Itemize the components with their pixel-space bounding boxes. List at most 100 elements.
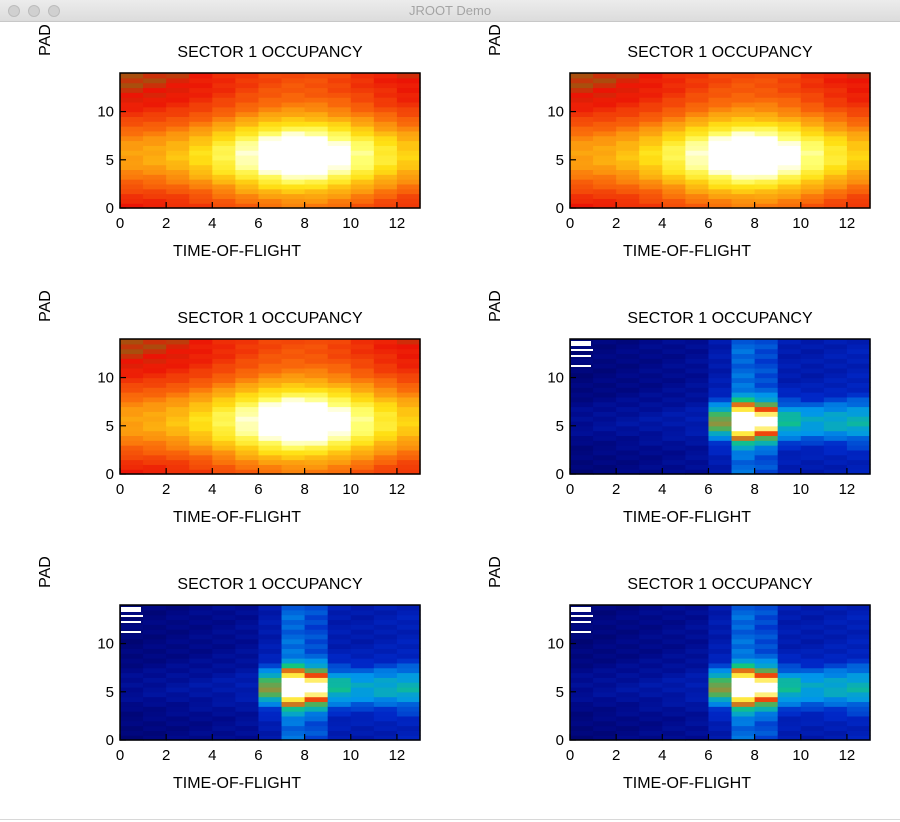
heatmap-cell: [120, 367, 144, 374]
heatmap-cell: [120, 411, 144, 417]
heatmap-cell: [800, 459, 825, 465]
heatmap-cell: [731, 116, 756, 122]
heatmap-cell: [754, 382, 779, 388]
heatmap-cell: [396, 696, 421, 703]
heatmap-cell: [823, 339, 848, 345]
heatmap-cell: [708, 677, 733, 683]
heatmap-cell: [189, 169, 213, 175]
heatmap-cell: [616, 420, 640, 427]
heatmap-cell: [396, 411, 421, 417]
heatmap-cell: [166, 648, 190, 654]
heatmap-cell: [731, 730, 756, 736]
heatmap-cell: [846, 203, 871, 209]
heatmap-cell: [304, 130, 329, 137]
heatmap-cell: [639, 706, 663, 712]
heatmap-cell: [754, 614, 779, 621]
heatmap-cell: [593, 730, 617, 736]
heatmap-cell: [570, 135, 594, 142]
heatmap-cell: [616, 406, 640, 412]
heatmap-cell: [235, 609, 260, 616]
heatmap-cell: [327, 614, 352, 621]
heatmap-cell: [777, 367, 802, 374]
heatmap-cell: [754, 454, 779, 461]
heatmap-cell: [258, 658, 283, 664]
heatmap-cell: [777, 183, 802, 190]
heatmap-cell: [212, 401, 236, 408]
heatmap-cell: [258, 367, 283, 374]
heatmap-cell: [593, 92, 617, 98]
heatmap-cell: [639, 140, 663, 146]
heatmap-cell: [120, 648, 144, 654]
heatmap-cell: [708, 130, 733, 137]
chart-title: SECTOR 1 OCCUPANCY: [177, 576, 363, 593]
heatmap-cell: [731, 401, 756, 408]
heatmap-cell: [166, 372, 190, 379]
heatmap-cell: [754, 711, 779, 717]
heatmap-cell: [777, 121, 802, 127]
heatmap-cell: [120, 203, 144, 209]
y-axis-label: PAD: [487, 290, 504, 322]
heatmap-cell: [396, 87, 421, 93]
heatmap-cell: [639, 619, 663, 625]
minimize-window-button[interactable]: [28, 5, 40, 17]
heatmap-cell: [731, 454, 756, 461]
heatmap-cell: [616, 416, 640, 422]
heatmap-cell: [235, 469, 260, 475]
heatmap-cell: [846, 82, 871, 89]
heatmap-cell: [212, 720, 236, 727]
heatmap-cell: [731, 372, 756, 379]
close-window-button[interactable]: [8, 5, 20, 17]
heatmap-cell: [143, 686, 167, 693]
heatmap-cell: [777, 130, 802, 137]
heatmap-cell: [120, 145, 144, 151]
heatmap-cell: [593, 609, 617, 616]
heatmap-cell: [846, 387, 871, 393]
heatmap-cell: [846, 198, 871, 204]
heatmap-cell: [639, 696, 663, 703]
heatmap-cell: [662, 464, 686, 470]
heatmap-cell: [304, 633, 329, 640]
heatmap-cell: [662, 725, 686, 731]
heatmap-cell: [823, 121, 848, 127]
heatmap-cell: [235, 720, 260, 727]
heatmap-cell: [800, 382, 825, 388]
heatmap-cell: [189, 358, 213, 364]
heatmap-cell: [235, 387, 260, 393]
heatmap-cell: [662, 720, 686, 727]
heatmap-cell: [846, 662, 871, 669]
heatmap-cell: [800, 101, 825, 108]
heatmap-cell: [823, 159, 848, 166]
heatmap-cell: [685, 715, 710, 722]
heatmap-cell: [708, 183, 733, 190]
heatmap-cell: [800, 193, 825, 199]
heatmap-cell: [777, 348, 802, 355]
heatmap-cell: [258, 711, 283, 717]
heatmap-cell: [304, 696, 329, 703]
heatmap-cell: [777, 358, 802, 364]
heatmap-cell: [823, 677, 848, 683]
heatmap-cell: [570, 92, 594, 98]
heatmap-cell: [373, 711, 398, 717]
zoom-window-button[interactable]: [48, 5, 60, 17]
heatmap-cell: [304, 77, 329, 84]
heatmap-cell: [258, 154, 283, 161]
heatmap-cell: [800, 445, 825, 451]
heatmap-cell: [662, 658, 686, 664]
heatmap-cell: [708, 609, 733, 616]
heatmap-cell: [823, 392, 848, 398]
heatmap-cell: [212, 87, 236, 93]
heatmap-cell: [281, 706, 306, 712]
heatmap-cell: [166, 353, 190, 359]
heatmap-cell: [327, 653, 352, 659]
heatmap-cell: [304, 392, 329, 398]
heatmap-cell: [823, 77, 848, 84]
heatmap-cell: [212, 159, 236, 166]
heatmap-cell: [777, 435, 802, 441]
empty-bin-mark: [571, 341, 591, 345]
heatmap-cell: [570, 653, 594, 659]
heatmap-cell: [777, 711, 802, 717]
heatmap-cell: [731, 164, 756, 171]
heatmap-cell: [685, 730, 710, 736]
heatmap-cell: [120, 469, 144, 475]
